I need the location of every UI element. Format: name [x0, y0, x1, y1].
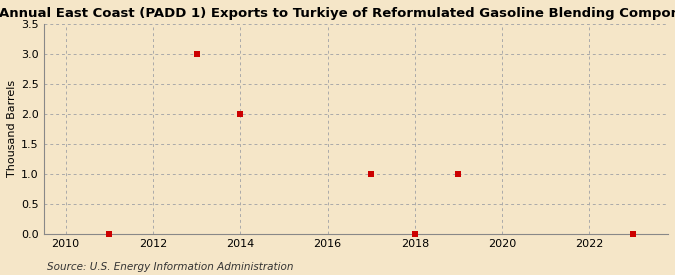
Point [453, 172, 464, 176]
Point [628, 232, 639, 236]
Point [410, 232, 421, 236]
Point [366, 172, 377, 176]
Point [104, 232, 115, 236]
Text: Source: U.S. Energy Information Administration: Source: U.S. Energy Information Administ… [47, 262, 294, 272]
Point [191, 52, 202, 56]
Title: Annual East Coast (PADD 1) Exports to Turkiye of Reformulated Gasoline Blending : Annual East Coast (PADD 1) Exports to Tu… [0, 7, 675, 20]
Point [235, 112, 246, 116]
Y-axis label: Thousand Barrels: Thousand Barrels [7, 80, 17, 177]
